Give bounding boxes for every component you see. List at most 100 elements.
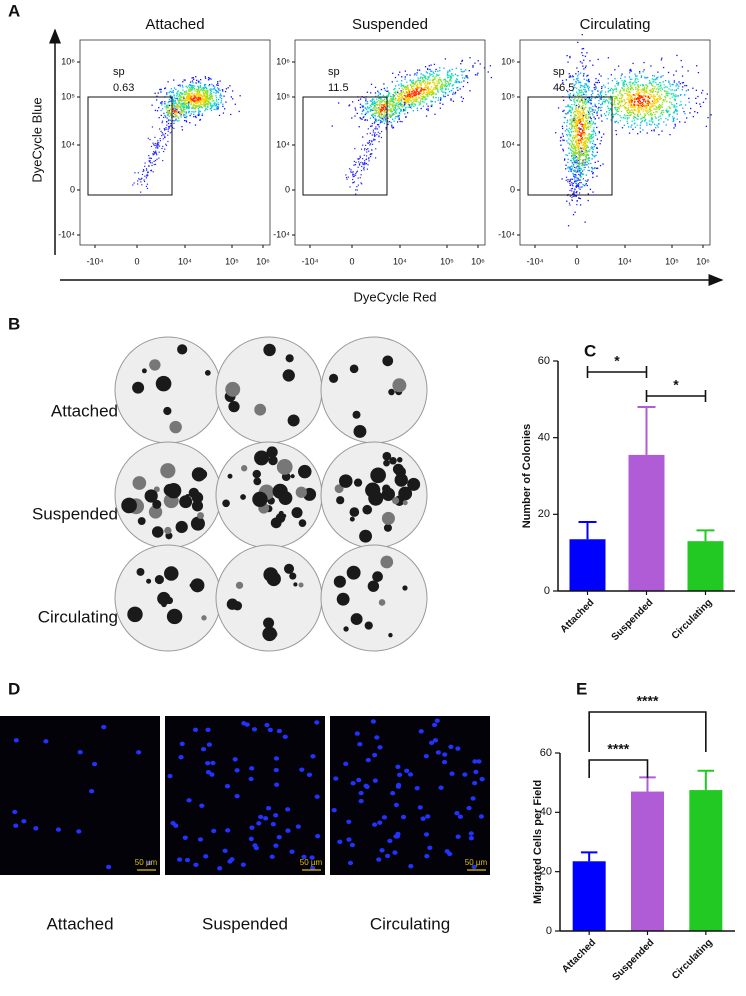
event-dot	[629, 95, 631, 97]
event-dot	[385, 102, 387, 104]
event-dot	[394, 76, 397, 79]
event-dot	[633, 104, 636, 106]
event-dot	[463, 70, 465, 72]
event-dot	[208, 101, 210, 104]
event-dot	[672, 112, 675, 114]
event-dot	[195, 95, 197, 97]
event-dot	[393, 113, 395, 115]
event-dot	[571, 199, 573, 201]
event-dot	[370, 155, 372, 158]
event-dot	[574, 102, 576, 104]
event-dot	[429, 88, 432, 90]
event-dot	[654, 113, 656, 115]
event-dot	[164, 116, 167, 118]
event-dot	[414, 103, 416, 105]
event-dot	[638, 95, 640, 97]
event-dot	[639, 89, 641, 91]
event-dot	[412, 83, 414, 85]
event-dot	[169, 108, 171, 110]
event-dot	[585, 174, 587, 176]
event-dot	[429, 81, 432, 84]
event-dot	[580, 89, 582, 91]
event-dot	[144, 175, 146, 177]
event-dot	[590, 124, 592, 127]
colony	[353, 478, 363, 487]
event-dot	[644, 119, 646, 122]
event-dot	[217, 107, 219, 109]
event-dot	[392, 106, 394, 108]
event-dot	[186, 102, 188, 104]
event-dot	[587, 111, 590, 113]
event-dot	[607, 91, 609, 93]
event-dot	[637, 118, 639, 120]
event-dot	[406, 98, 409, 101]
colony	[394, 473, 408, 487]
event-dot	[389, 100, 391, 103]
event-dot	[431, 104, 433, 106]
event-dot	[412, 101, 414, 104]
event-dot	[656, 93, 658, 96]
event-dot	[692, 115, 694, 118]
event-dot	[638, 71, 641, 73]
nucleus	[227, 859, 233, 864]
event-dot	[410, 103, 413, 105]
event-dot	[407, 87, 409, 89]
event-dot	[594, 103, 596, 105]
event-dot	[215, 108, 217, 111]
event-dot	[438, 81, 440, 83]
event-dot	[403, 108, 405, 111]
event-dot	[215, 98, 218, 101]
event-dot	[650, 83, 653, 85]
event-dot	[454, 73, 457, 75]
event-dot	[194, 124, 197, 126]
event-dot	[365, 100, 367, 102]
event-dot	[573, 173, 575, 176]
event-dot	[673, 80, 675, 82]
event-dot	[574, 195, 576, 197]
y-tick-label: 10⁵	[501, 91, 515, 101]
event-dot	[142, 170, 144, 173]
event-dot	[613, 101, 616, 103]
event-dot	[430, 100, 432, 102]
event-dot	[640, 118, 642, 120]
event-dot	[592, 64, 594, 66]
event-dot	[407, 92, 409, 94]
event-dot	[587, 80, 589, 82]
event-dot	[613, 102, 616, 104]
event-dot	[147, 171, 149, 173]
event-dot	[338, 102, 340, 104]
event-dot	[588, 134, 590, 136]
event-dot	[413, 89, 415, 92]
event-dot	[348, 105, 350, 107]
event-dot	[174, 114, 177, 116]
event-dot	[688, 101, 690, 103]
event-dot	[401, 96, 403, 98]
event-dot	[574, 180, 576, 182]
event-dot	[656, 99, 659, 101]
event-dot	[562, 99, 565, 101]
event-dot	[405, 103, 407, 105]
event-dot	[578, 91, 580, 93]
event-dot	[569, 109, 571, 111]
event-dot	[667, 95, 669, 97]
event-dot	[394, 85, 397, 87]
event-dot	[574, 174, 577, 177]
event-dot	[374, 109, 376, 111]
event-dot	[181, 105, 184, 107]
colony	[157, 591, 171, 606]
event-dot	[150, 169, 152, 172]
event-dot	[356, 171, 358, 173]
event-dot	[624, 105, 626, 108]
nucleus	[21, 819, 27, 824]
event-dot	[632, 98, 634, 100]
event-dot	[404, 76, 406, 78]
event-dot	[635, 86, 637, 89]
event-dot	[615, 112, 617, 114]
event-dot	[640, 95, 642, 97]
event-dot	[673, 89, 676, 92]
event-dot	[393, 91, 395, 93]
nucleus	[167, 773, 173, 779]
event-dot	[576, 123, 578, 126]
event-dot	[165, 104, 168, 107]
bar	[572, 861, 606, 931]
